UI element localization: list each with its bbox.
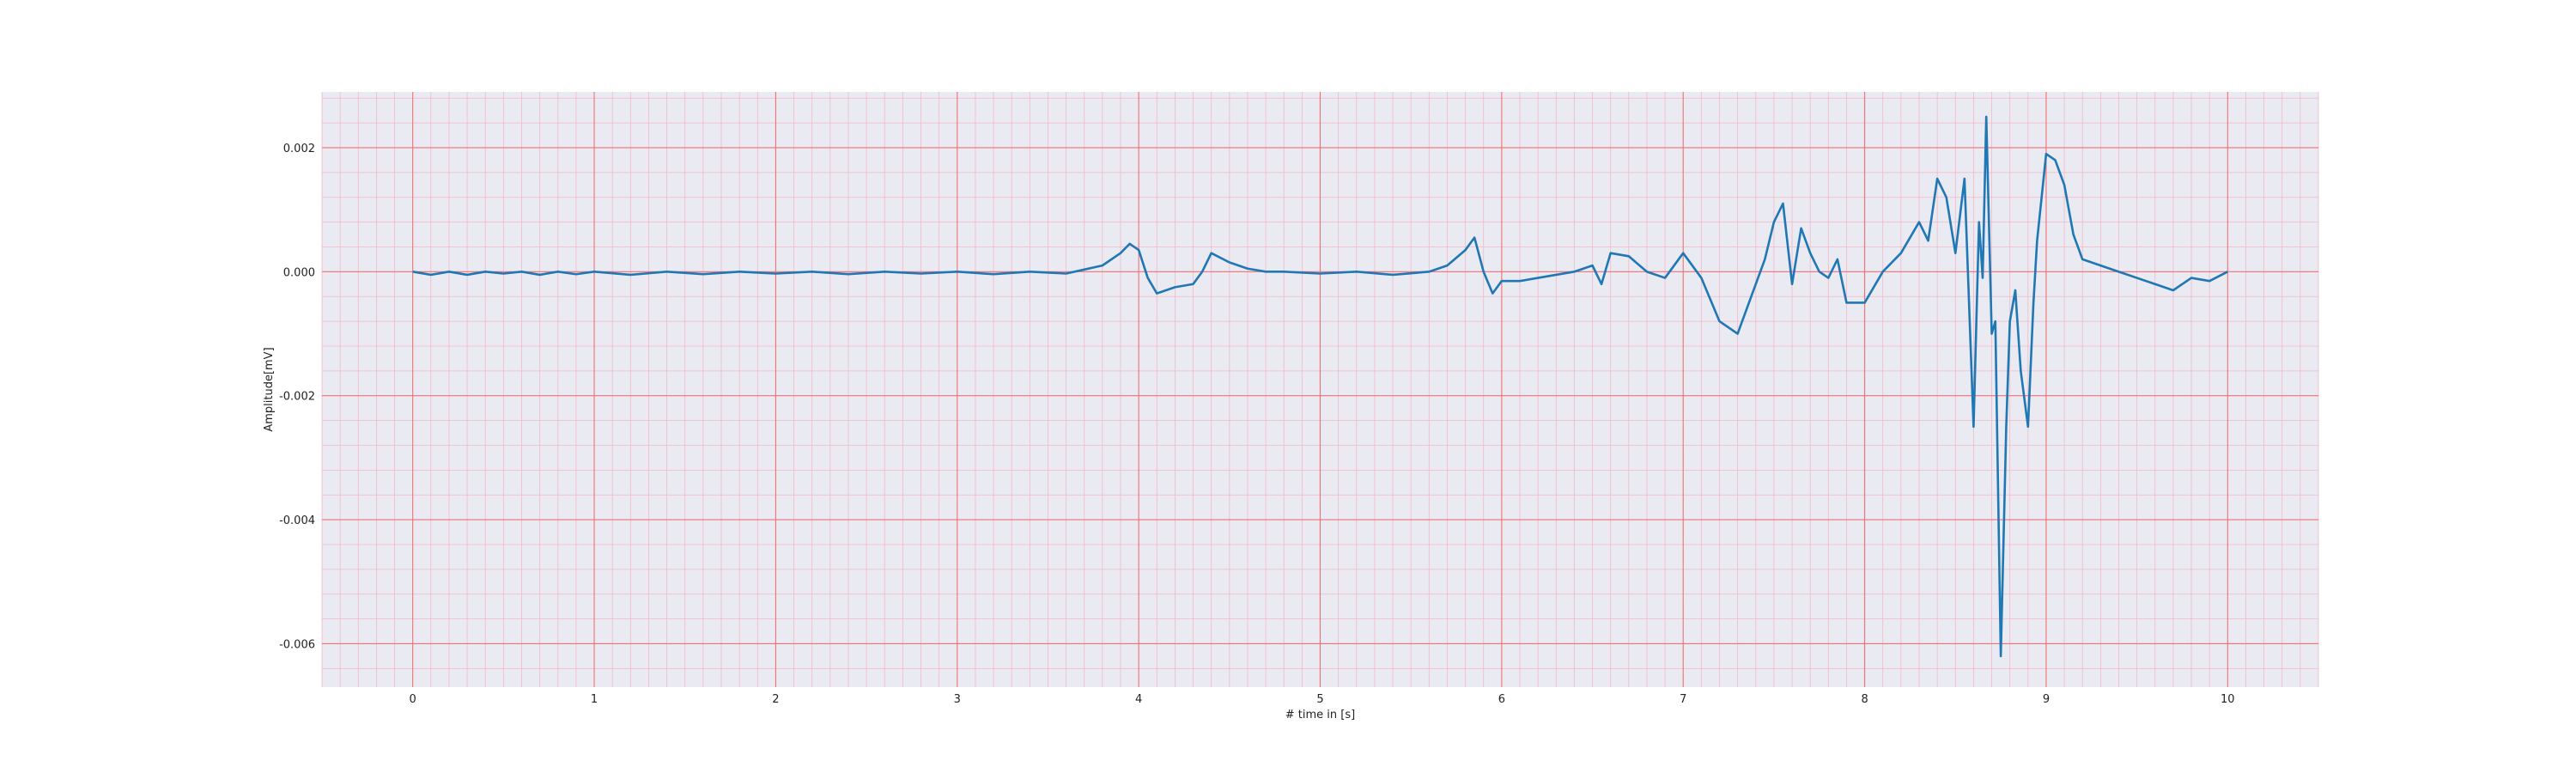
y-axis-ticks: 0.002 0.000 -0.002 -0.004 -0.006 bbox=[279, 143, 315, 652]
y-axis-label: Amplitude[mV] bbox=[263, 347, 276, 431]
x-tick-label: 10 bbox=[2221, 693, 2235, 706]
x-tick-label: 9 bbox=[2043, 693, 2050, 706]
y-tick-label: 0.002 bbox=[283, 143, 315, 155]
y-tick-label: -0.006 bbox=[279, 638, 315, 651]
y-tick-label: 0.000 bbox=[283, 266, 315, 279]
x-tick-label: 7 bbox=[1680, 693, 1686, 706]
x-axis-ticks: 0 1 2 3 4 5 6 7 8 9 10 bbox=[410, 693, 2235, 706]
x-tick-label: 4 bbox=[1135, 693, 1142, 706]
x-tick-label: 5 bbox=[1316, 693, 1323, 706]
x-tick-label: 3 bbox=[954, 693, 961, 706]
x-tick-label: 6 bbox=[1498, 693, 1505, 706]
y-tick-label: -0.004 bbox=[279, 514, 315, 527]
x-tick-label: 0 bbox=[410, 693, 416, 706]
x-tick-label: 8 bbox=[1861, 693, 1868, 706]
x-tick-label: 2 bbox=[772, 693, 779, 706]
y-tick-label: -0.002 bbox=[279, 391, 315, 404]
series-line bbox=[412, 115, 2228, 658]
x-axis-label: # time in [s] bbox=[1285, 709, 1355, 721]
x-tick-label: 1 bbox=[591, 693, 598, 706]
